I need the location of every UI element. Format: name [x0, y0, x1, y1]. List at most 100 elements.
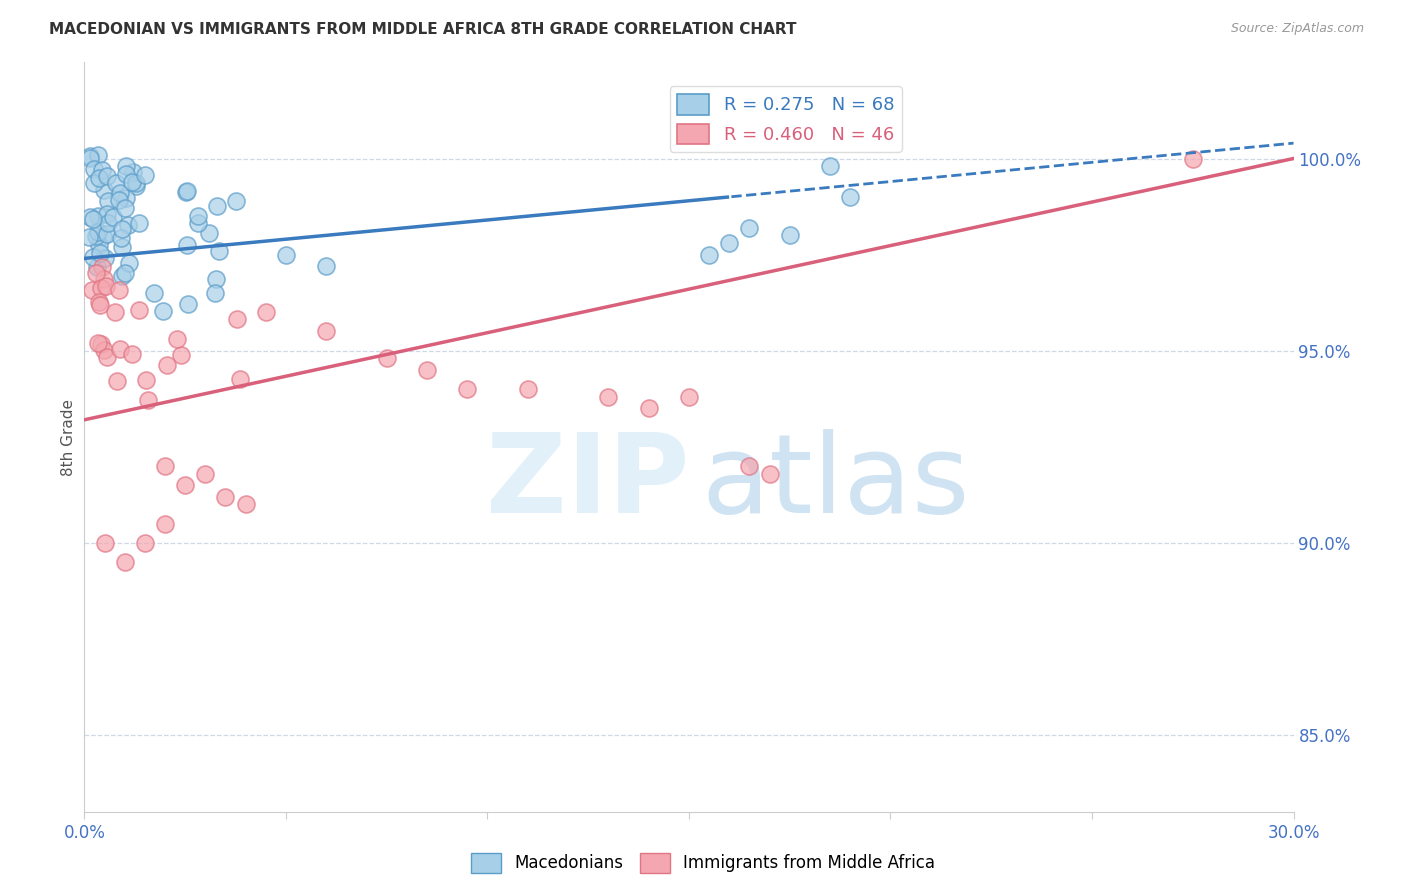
Point	[79, 151, 101, 165]
Point	[128, 303, 150, 318]
Legend: Macedonians, Immigrants from Middle Africa: Macedonians, Immigrants from Middle Afri…	[464, 847, 942, 880]
Point	[86, 260, 108, 275]
Point	[96, 227, 118, 241]
Point	[96, 169, 118, 183]
Point	[82, 211, 104, 226]
Point	[89, 246, 111, 260]
Point	[204, 285, 226, 300]
Point	[79, 149, 101, 163]
Point	[82, 283, 104, 297]
Point	[176, 184, 198, 198]
Text: atlas: atlas	[702, 428, 970, 535]
Point	[94, 279, 117, 293]
Point	[114, 192, 136, 206]
Point	[87, 294, 110, 309]
Point	[315, 325, 337, 339]
Point	[226, 312, 249, 326]
Point	[718, 235, 741, 250]
Point	[90, 260, 112, 274]
Point	[156, 358, 179, 372]
Point	[115, 159, 138, 173]
Point	[187, 209, 209, 223]
Point	[114, 201, 136, 215]
Point	[128, 216, 150, 230]
Point	[229, 372, 252, 386]
Point	[174, 478, 197, 492]
Point	[103, 211, 125, 225]
Text: Source: ZipAtlas.com: Source: ZipAtlas.com	[1230, 22, 1364, 36]
Point	[86, 225, 108, 239]
Point	[214, 490, 236, 504]
Point	[153, 516, 176, 531]
Point	[96, 207, 118, 221]
Legend: R = 0.275   N = 68, R = 0.460   N = 46: R = 0.275 N = 68, R = 0.460 N = 46	[669, 87, 901, 152]
Point	[637, 401, 659, 416]
Point	[108, 342, 131, 356]
Point	[170, 348, 193, 362]
Point	[117, 218, 139, 232]
Point	[96, 216, 118, 230]
Point	[110, 230, 132, 244]
Point	[90, 337, 112, 351]
Point	[235, 497, 257, 511]
Point	[738, 458, 761, 473]
Point	[516, 382, 538, 396]
Point	[153, 458, 176, 473]
Point	[77, 230, 100, 244]
Point	[697, 247, 720, 261]
Point	[93, 535, 115, 549]
Point	[1181, 152, 1204, 166]
Point	[134, 168, 156, 182]
Point	[114, 266, 136, 280]
Point	[254, 305, 277, 319]
Point	[118, 256, 141, 270]
Point	[83, 162, 105, 177]
Point	[82, 250, 104, 264]
Point	[91, 163, 114, 178]
Point	[197, 226, 219, 240]
Point	[111, 269, 134, 284]
Text: ZIP: ZIP	[485, 428, 689, 535]
Point	[89, 297, 111, 311]
Point	[125, 177, 148, 191]
Point	[89, 171, 111, 186]
Point	[87, 209, 110, 223]
Point	[79, 210, 101, 224]
Point	[107, 283, 129, 297]
Point	[166, 332, 188, 346]
Point	[121, 174, 143, 188]
Point	[89, 238, 111, 252]
Point	[111, 222, 134, 236]
Point	[207, 199, 229, 213]
Point	[105, 375, 128, 389]
Point	[111, 240, 134, 254]
Point	[87, 148, 110, 162]
Point	[135, 373, 157, 387]
Point	[598, 390, 620, 404]
Point	[84, 228, 107, 243]
Point	[416, 363, 439, 377]
Y-axis label: 8th Grade: 8th Grade	[60, 399, 76, 475]
Point	[121, 347, 143, 361]
Point	[136, 393, 159, 408]
Point	[108, 186, 131, 201]
Point	[104, 176, 127, 190]
Point	[125, 178, 148, 193]
Point	[91, 228, 114, 243]
Point	[779, 228, 801, 243]
Point	[208, 244, 231, 258]
Point	[114, 555, 136, 569]
Point	[96, 350, 118, 364]
Point	[839, 190, 862, 204]
Point	[176, 186, 198, 200]
Point	[315, 259, 337, 273]
Point	[225, 194, 247, 209]
Point	[758, 467, 780, 481]
Point	[818, 159, 841, 173]
Point	[87, 336, 110, 351]
Point	[93, 251, 115, 265]
Point	[107, 194, 129, 208]
Text: MACEDONIAN VS IMMIGRANTS FROM MIDDLE AFRICA 8TH GRADE CORRELATION CHART: MACEDONIAN VS IMMIGRANTS FROM MIDDLE AFR…	[49, 22, 797, 37]
Point	[90, 280, 112, 294]
Point	[84, 266, 107, 280]
